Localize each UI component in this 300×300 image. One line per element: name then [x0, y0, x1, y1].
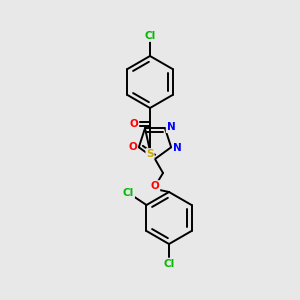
Text: S: S — [146, 149, 154, 159]
Text: Cl: Cl — [123, 188, 134, 198]
Text: N: N — [173, 143, 182, 153]
Text: N: N — [167, 122, 176, 132]
Text: O: O — [128, 142, 137, 152]
Text: O: O — [151, 181, 159, 191]
Text: Cl: Cl — [164, 259, 175, 269]
Text: Cl: Cl — [144, 31, 156, 41]
Text: O: O — [130, 119, 138, 129]
